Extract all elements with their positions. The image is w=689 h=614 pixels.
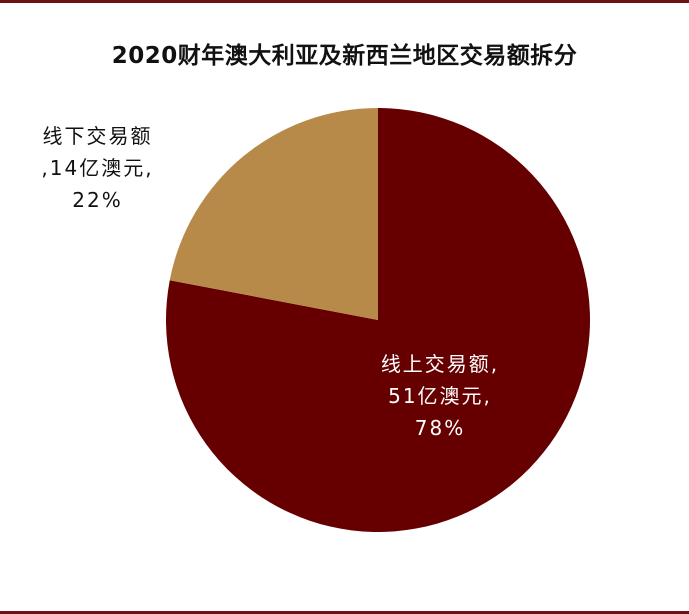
pie-slice-online: [165, 108, 590, 533]
chart-title: 2020财年澳大利亚及新西兰地区交易额拆分: [111, 43, 578, 69]
slice-label-offline-name: 线下交易额: [42, 124, 153, 148]
bottom-rule: [0, 611, 689, 614]
pie-slices: [165, 108, 590, 533]
slice-label-offline-percent: 22%: [72, 188, 123, 212]
slice-label-offline-value: ,14亿澳元,: [41, 156, 154, 180]
slice-label-offline: 线下交易额 ,14亿澳元, 22%: [10, 120, 185, 216]
slice-label-online-percent: 78%: [414, 416, 466, 440]
slice-label-online-name: 线上交易额,: [380, 352, 500, 376]
pie-slice-offline: [169, 108, 378, 320]
slice-label-online: 线上交易额, 51亿澳元, 78%: [330, 348, 550, 444]
slice-label-online-value: 51亿澳元,: [388, 384, 492, 408]
top-rule: [0, 0, 689, 3]
